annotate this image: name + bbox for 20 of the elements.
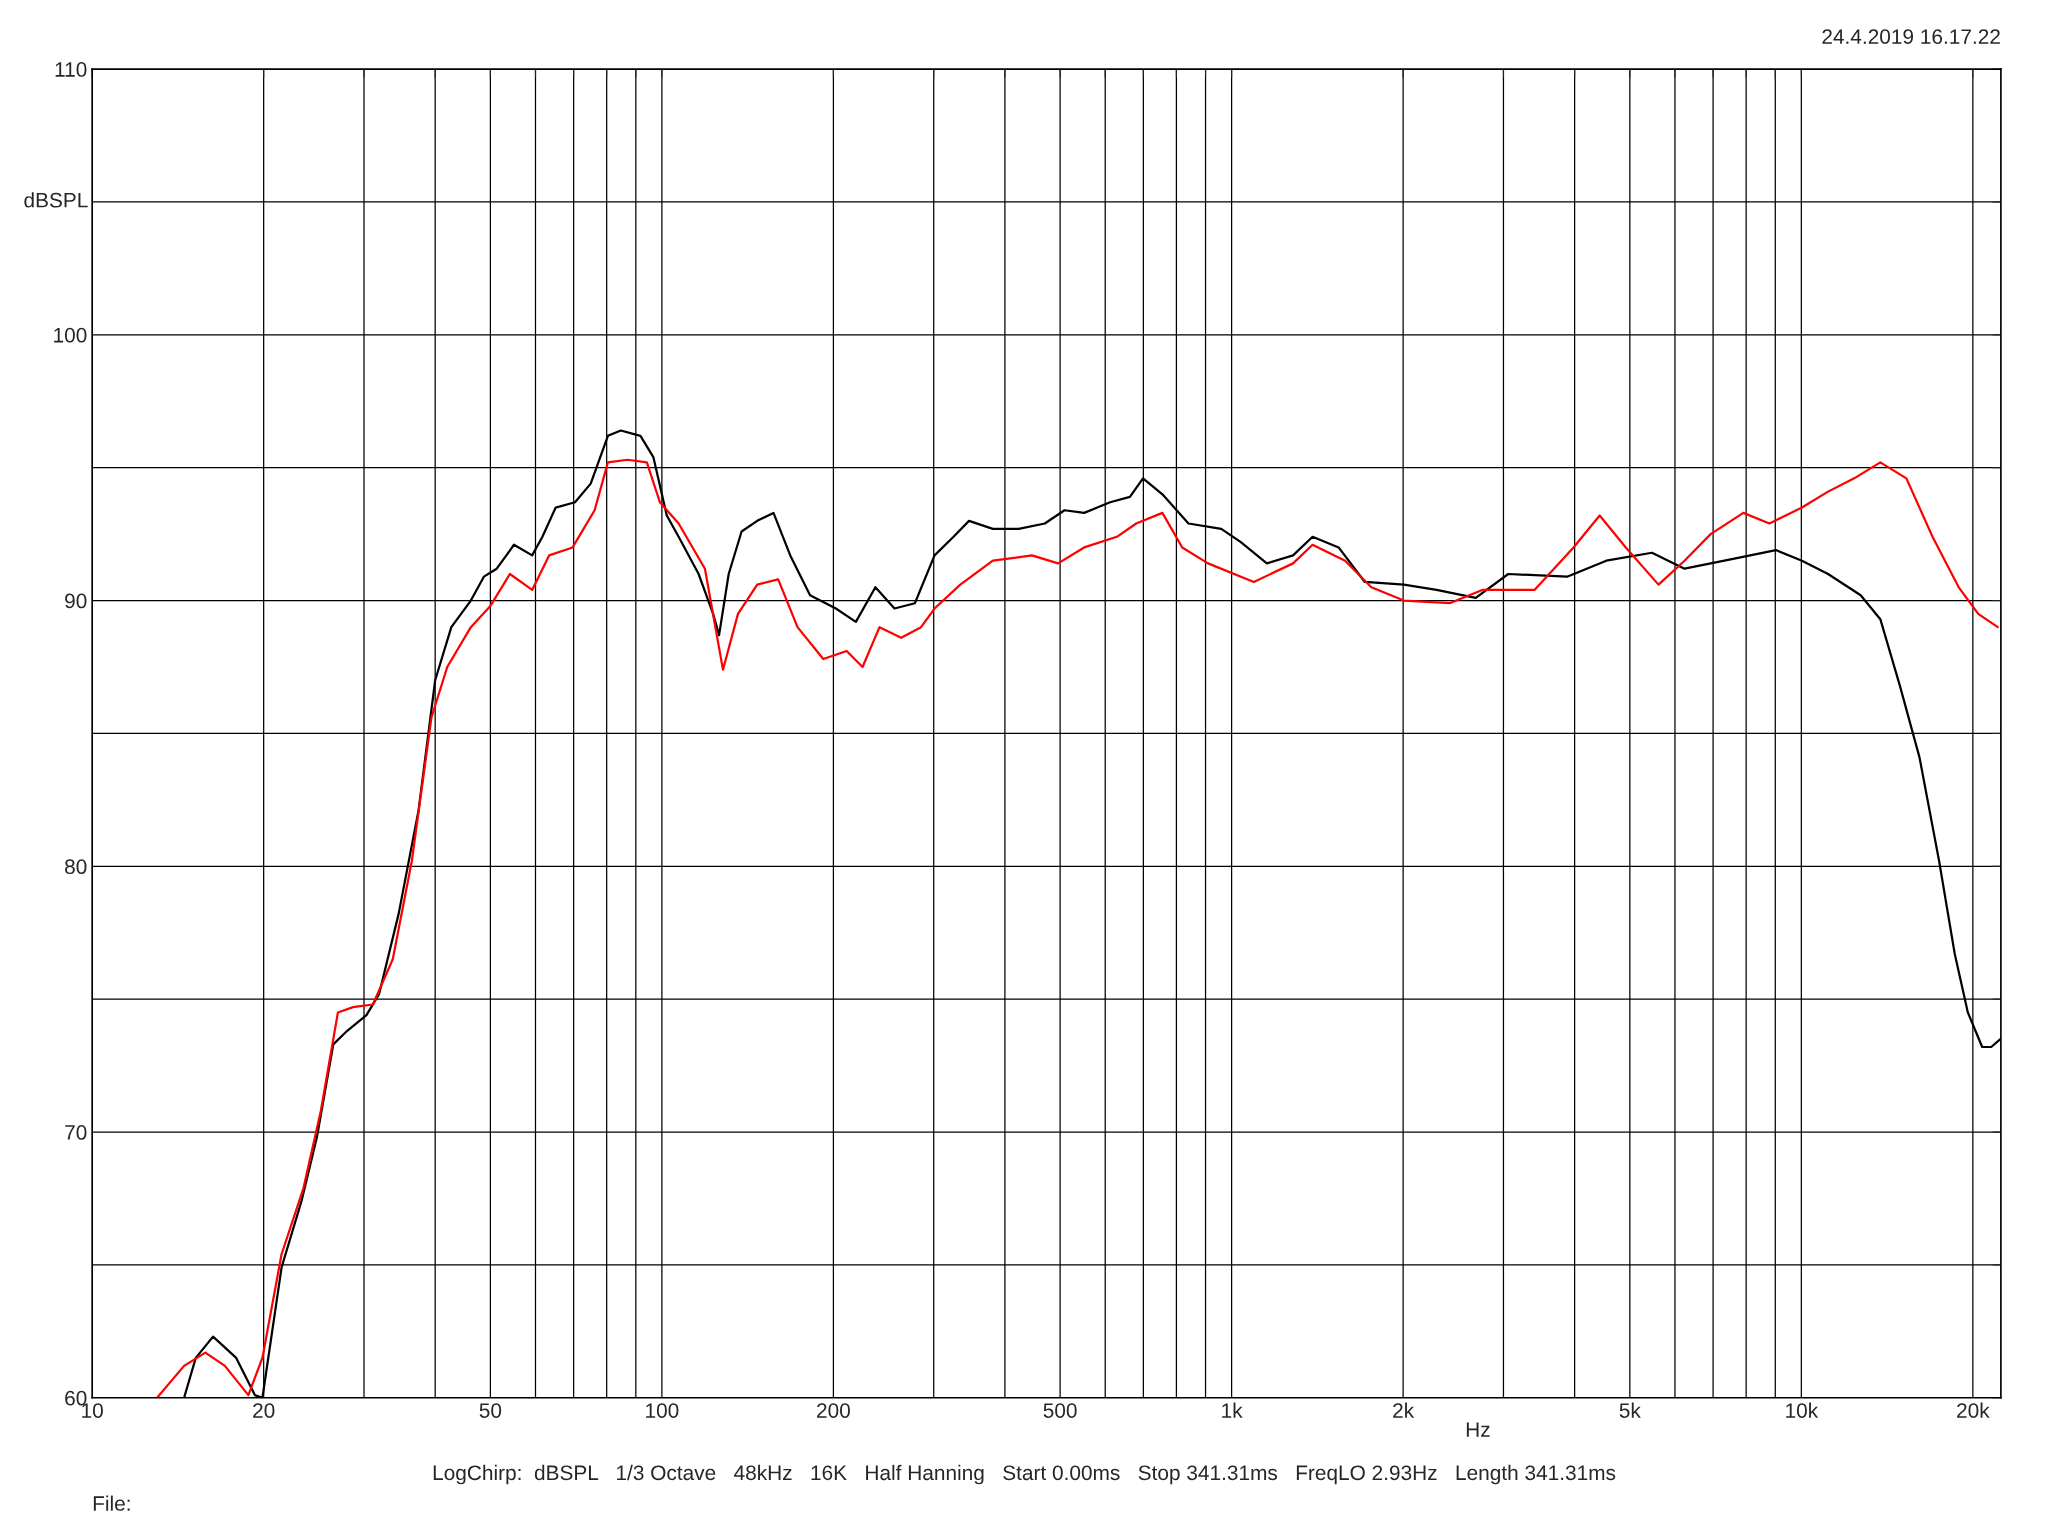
text: 24.4.2019 16.17.22 (1822, 29, 2000, 44)
x-tick-label: 50 (479, 1403, 502, 1418)
text: File: (93, 1495, 130, 1511)
x-axis-title: Hz (1466, 1422, 1490, 1437)
x-tick-label: 5k (1619, 1402, 1641, 1418)
y-tick-label: 90 (65, 593, 87, 609)
x-tick-label: 10k (1786, 1402, 1819, 1418)
y-axis-title: dBSPL (24, 192, 88, 208)
y-tick-label: 100 (54, 327, 87, 343)
x-tick-label: 200 (817, 1403, 850, 1418)
x-tick-label: 20k (1957, 1402, 1990, 1418)
x-tick-label: 2k (1393, 1402, 1415, 1418)
text: LogChirp: dBSPL 1/3 Octave 48kHz 16K Half Hanning Start 0.00ms Stop 341.31ms FreqLO 2.93Hz Length 341.31ms (433, 1464, 1616, 1485)
x-tick-label: 1k (1222, 1402, 1243, 1418)
x-tick-label: 20 (253, 1403, 275, 1418)
x-tick-label: 100 (646, 1403, 679, 1418)
y-tick-label: 70 (65, 1125, 87, 1140)
x-tick-label: 500 (1043, 1403, 1077, 1418)
y-tick-label: 110 (55, 62, 87, 77)
y-tick-label: 80 (65, 859, 87, 875)
